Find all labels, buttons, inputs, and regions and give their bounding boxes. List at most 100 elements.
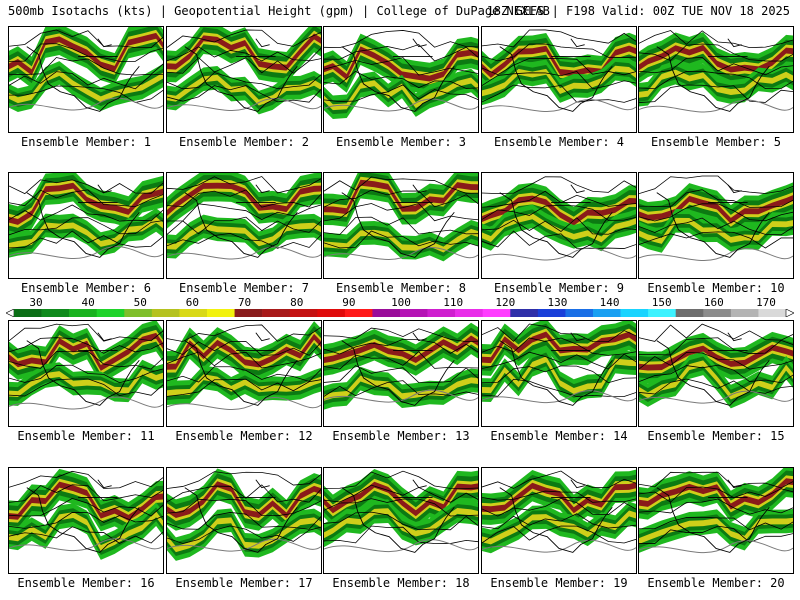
colorbar-swatches xyxy=(6,309,794,317)
ensemble-map-panel xyxy=(166,26,322,133)
height-contour xyxy=(639,231,793,249)
isotach-fill-band xyxy=(482,45,636,78)
height-contour xyxy=(9,71,163,90)
height-contour xyxy=(639,175,793,194)
ensemble-map-panel xyxy=(8,26,164,133)
colorbar-tick-label: 50 xyxy=(133,296,147,309)
height-contour xyxy=(639,525,793,544)
coastline-outline xyxy=(26,184,140,258)
colorbar-swatch xyxy=(400,309,428,317)
southern-height-contour xyxy=(167,98,321,112)
height-contour xyxy=(324,176,478,194)
colorbar-tick-label: 110 xyxy=(443,296,464,309)
height-contour xyxy=(324,525,478,544)
isotach-map xyxy=(639,323,793,409)
colorbar-swatch xyxy=(96,309,125,317)
colorbar-swatch xyxy=(317,309,346,317)
member-caption: Ensemble Member: 13 xyxy=(332,429,470,443)
isotach-fill-band xyxy=(639,192,793,227)
southern-height-contour xyxy=(324,98,478,112)
height-contour xyxy=(482,498,636,517)
ensemble-map-panel xyxy=(481,26,637,133)
isotach-map xyxy=(482,469,636,554)
height-contour xyxy=(9,85,163,103)
ensemble-map-panel xyxy=(481,172,637,279)
colorbar-swatch xyxy=(344,309,373,317)
height-contour xyxy=(167,512,321,530)
height-contour xyxy=(9,57,163,76)
height-contour xyxy=(9,323,163,342)
isotach-map xyxy=(324,468,478,553)
height-contour xyxy=(639,498,793,515)
height-contour xyxy=(167,378,321,397)
isotach-fill-band xyxy=(167,182,321,216)
isotach-map xyxy=(324,30,478,120)
height-contour xyxy=(167,72,321,90)
colorbar-tick-label: 40 xyxy=(81,296,95,309)
colorbar-max-arrow xyxy=(785,309,794,317)
isotach-fill-band xyxy=(167,222,321,250)
member-caption: Ensemble Member: 15 xyxy=(647,429,785,443)
ensemble-map-panel xyxy=(166,467,322,574)
ensemble-map-panel xyxy=(638,320,794,427)
coastline-outline xyxy=(26,332,140,406)
height-contour xyxy=(482,365,636,384)
height-contour xyxy=(167,85,321,103)
isotach-fill-band xyxy=(167,513,321,557)
colorbar-swatch xyxy=(372,309,401,317)
height-contour xyxy=(324,484,478,503)
height-contour xyxy=(167,525,321,544)
southern-height-contour xyxy=(482,247,636,261)
height-contour xyxy=(324,338,478,355)
member-caption: Ensemble Member: 17 xyxy=(175,576,313,590)
colorbar-swatch xyxy=(427,309,456,317)
isotach-map xyxy=(167,173,321,260)
isotach-fill-band xyxy=(324,179,478,215)
member-caption: Ensemble Member: 19 xyxy=(490,576,628,590)
height-contour xyxy=(639,471,793,489)
isotach-map xyxy=(167,468,321,561)
isotach-map xyxy=(167,27,321,115)
height-contour xyxy=(167,498,321,517)
height-contour xyxy=(9,217,163,236)
ensemble-map-panel xyxy=(8,172,164,279)
height-contour xyxy=(639,364,793,384)
coastline-outline xyxy=(656,479,770,553)
ensemble-map-panel xyxy=(8,320,164,427)
height-contour xyxy=(9,204,163,222)
height-contour xyxy=(639,352,793,370)
member-caption: Ensemble Member: 11 xyxy=(17,429,155,443)
height-contour xyxy=(324,380,478,397)
colorbar-swatch xyxy=(703,309,732,317)
height-contour xyxy=(9,497,163,517)
coastline-outline xyxy=(499,38,613,112)
height-contour xyxy=(639,84,793,103)
height-contour xyxy=(482,43,636,62)
height-contour xyxy=(639,486,793,503)
southern-height-contour xyxy=(639,99,793,113)
height-contour xyxy=(167,216,321,235)
height-contour xyxy=(482,470,636,489)
height-contour xyxy=(167,203,321,222)
ensemble-map-panel xyxy=(481,467,637,574)
colorbar-swatch xyxy=(289,309,318,317)
height-contour xyxy=(482,490,636,503)
member-caption: Ensemble Member: 18 xyxy=(332,576,470,590)
height-contour xyxy=(324,498,478,517)
height-contour xyxy=(167,366,321,383)
member-caption: Ensemble Member: 4 xyxy=(493,135,625,149)
colorbar-tick-label: 160 xyxy=(703,296,724,309)
southern-height-contour xyxy=(9,97,163,111)
height-contour xyxy=(639,217,793,236)
colorbar-swatch xyxy=(730,309,759,317)
ensemble-map-panel xyxy=(638,26,794,133)
height-contour xyxy=(9,337,163,354)
southern-height-contour xyxy=(9,396,163,410)
coastline-outline xyxy=(26,38,140,112)
height-contour xyxy=(639,337,793,356)
height-contour xyxy=(167,471,321,489)
height-contour xyxy=(9,484,163,503)
member-caption: Ensemble Member: 20 xyxy=(647,576,785,590)
ensemble-map-panel xyxy=(638,467,794,574)
isotach-fill-band xyxy=(482,482,636,514)
